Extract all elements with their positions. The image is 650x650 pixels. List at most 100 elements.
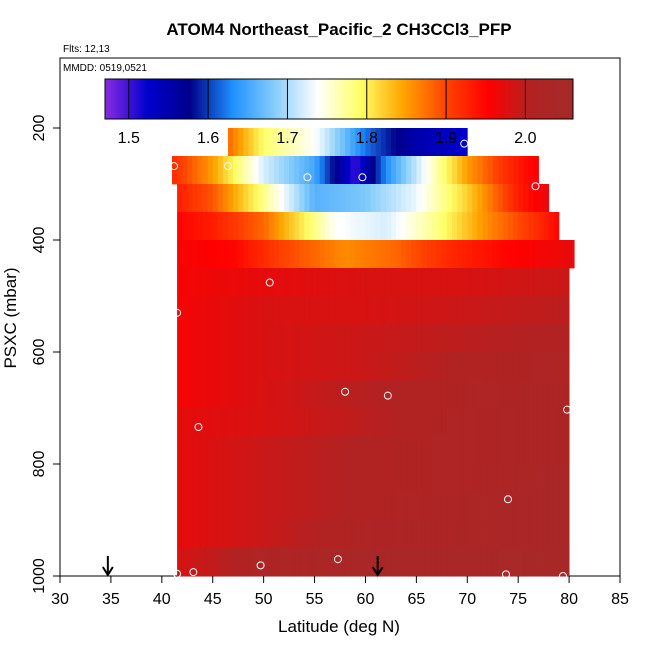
heatmap-cell — [182, 492, 188, 521]
heatmap-cell — [441, 520, 448, 549]
heatmap-cell — [314, 436, 321, 465]
heatmap-cell — [564, 324, 570, 353]
heatmap-cell — [207, 380, 214, 409]
heatmap-cell — [508, 492, 514, 521]
heatmap-cell — [406, 296, 412, 325]
heatmap-cell — [324, 380, 331, 409]
heatmap-cell — [177, 156, 183, 185]
x-tick-label: 85 — [611, 591, 629, 608]
heatmap-cell — [278, 212, 285, 241]
heatmap-cell — [558, 492, 565, 521]
heatmap-cell — [258, 380, 265, 409]
heatmap-cell — [452, 352, 458, 381]
heatmap-cell — [396, 492, 402, 521]
heatmap-cell — [416, 520, 422, 549]
heatmap-cell — [258, 212, 265, 241]
heatmap-cell — [548, 324, 555, 353]
heatmap-cell — [233, 436, 239, 465]
heatmap-cell — [222, 240, 229, 269]
heatmap-cell — [482, 240, 489, 269]
heatmap-cell — [299, 380, 305, 409]
heatmap-cell — [345, 212, 351, 241]
sample-marker — [224, 162, 232, 171]
heatmap-cell — [416, 352, 422, 381]
heatmap-cell — [365, 324, 371, 353]
heatmap-cell — [558, 464, 565, 493]
heatmap-cell — [319, 352, 326, 381]
heatmap-cell — [177, 324, 183, 353]
heatmap-cell — [482, 324, 489, 353]
sample-marker — [173, 569, 182, 578]
heatmap-cell — [278, 184, 285, 213]
heatmap-cell — [477, 240, 483, 269]
heatmap-cell — [243, 128, 249, 157]
heatmap-cell — [273, 156, 280, 185]
heatmap-cell — [452, 492, 458, 521]
heatmap-cell — [284, 212, 290, 241]
heatmap-cell — [345, 520, 351, 549]
heatmap-cell — [233, 520, 239, 549]
heatmap-cell — [217, 408, 224, 437]
heatmap-cell — [401, 212, 407, 241]
heatmap-cell — [446, 268, 453, 297]
heatmap-cell — [212, 240, 219, 269]
heatmap-cell — [334, 380, 341, 409]
heatmap-cell — [233, 548, 239, 577]
heatmap-cell — [365, 296, 371, 325]
heatmap-cell — [380, 240, 387, 269]
heatmap-cell — [182, 156, 188, 185]
heatmap-cell — [284, 464, 290, 493]
heatmap-cell — [452, 184, 458, 213]
heatmap-cell — [360, 520, 366, 549]
heatmap-cell — [477, 324, 483, 353]
heatmap-cell — [360, 240, 366, 269]
heatmap-cell — [365, 492, 371, 521]
heatmap-cell — [324, 520, 331, 549]
heatmap-cell — [502, 492, 509, 521]
heatmap-cell — [533, 380, 539, 409]
heatmap-cell — [284, 268, 290, 297]
heatmap-cell — [294, 212, 300, 241]
heatmap-cell — [319, 492, 326, 521]
heatmap-cell — [385, 324, 392, 353]
heatmap-cell — [187, 464, 193, 493]
heatmap-cell — [360, 268, 366, 297]
heatmap-cell — [487, 240, 494, 269]
heatmap-cell — [421, 212, 427, 241]
heatmap-cell — [523, 520, 529, 549]
heatmap-cell — [258, 464, 265, 493]
heatmap-cell — [319, 548, 326, 577]
heatmap-cell — [370, 184, 377, 213]
heatmap-cell — [462, 212, 468, 241]
heatmap-cell — [192, 520, 198, 549]
heatmap-cell — [426, 156, 433, 185]
heatmap-cell — [548, 492, 555, 521]
heatmap-cell — [457, 268, 463, 297]
heatmap-cell — [462, 436, 468, 465]
sample-marker — [341, 387, 350, 396]
heatmap-cell — [543, 548, 550, 577]
heatmap-cell — [564, 464, 570, 493]
heatmap-cell — [543, 436, 550, 465]
heatmap-cell — [462, 296, 468, 325]
heatmap-cell — [441, 548, 448, 577]
heatmap-cell — [467, 184, 473, 213]
heatmap-cell — [360, 436, 366, 465]
heatmap-cell — [309, 268, 315, 297]
heatmap-cell — [268, 128, 275, 157]
heatmap-cell — [390, 268, 397, 297]
heatmap-cell — [477, 436, 483, 465]
heatmap-cell — [528, 324, 534, 353]
heatmap-cell — [426, 184, 433, 213]
heatmap-cell — [309, 436, 315, 465]
heatmap-cell — [416, 268, 422, 297]
heatmap-cell — [446, 184, 453, 213]
heatmap-cell — [457, 240, 463, 269]
heatmap-cell — [452, 436, 458, 465]
heatmap-cell — [258, 436, 265, 465]
heatmap-cell — [212, 492, 219, 521]
heatmap-cell — [553, 408, 560, 437]
heatmap-cell — [502, 212, 509, 241]
heatmap-cell — [406, 380, 412, 409]
heatmap-cell — [446, 408, 453, 437]
